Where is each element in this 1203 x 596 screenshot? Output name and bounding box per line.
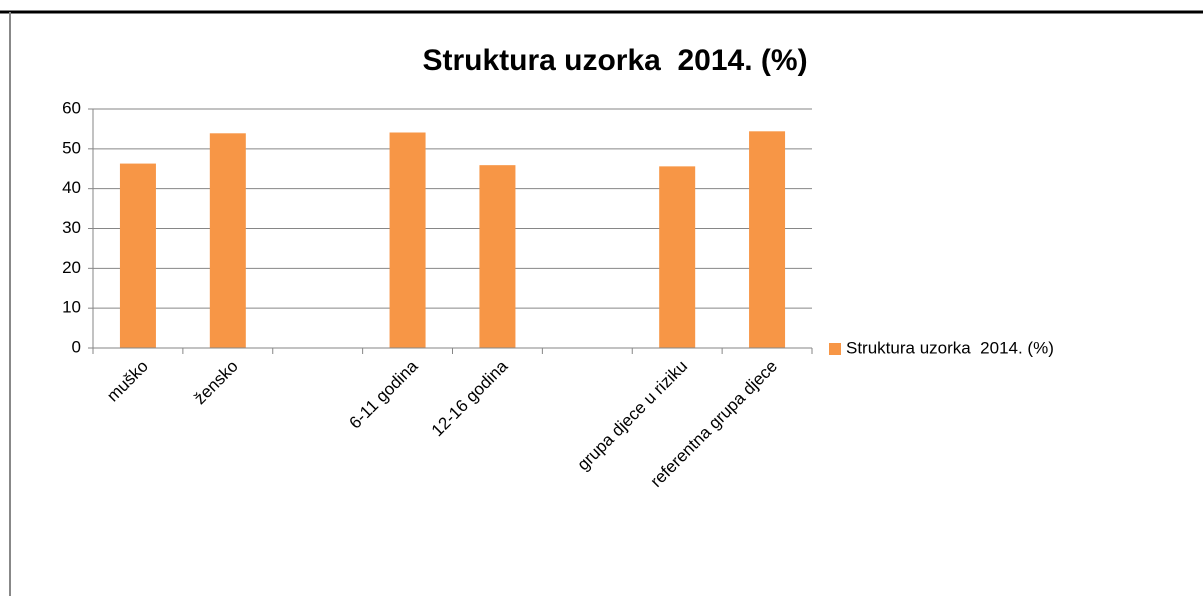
bar <box>119 163 156 348</box>
bar <box>479 165 516 348</box>
y-tick-label: 40 <box>62 178 81 197</box>
bar <box>749 131 786 348</box>
bar <box>209 133 246 348</box>
bar <box>389 132 426 348</box>
y-tick-label: 60 <box>62 98 81 117</box>
y-tick-label: 50 <box>62 138 81 157</box>
chart-title: Struktura uzorka 2014. (%) <box>422 44 807 77</box>
legend-swatch <box>829 343 841 355</box>
legend-label: Struktura uzorka 2014. (%) <box>846 338 1054 357</box>
y-tick-label: 30 <box>62 218 81 237</box>
y-tick-label: 10 <box>62 298 81 317</box>
y-tick-label: 0 <box>72 337 81 356</box>
y-tick-label: 20 <box>62 258 81 277</box>
bar <box>659 166 696 348</box>
